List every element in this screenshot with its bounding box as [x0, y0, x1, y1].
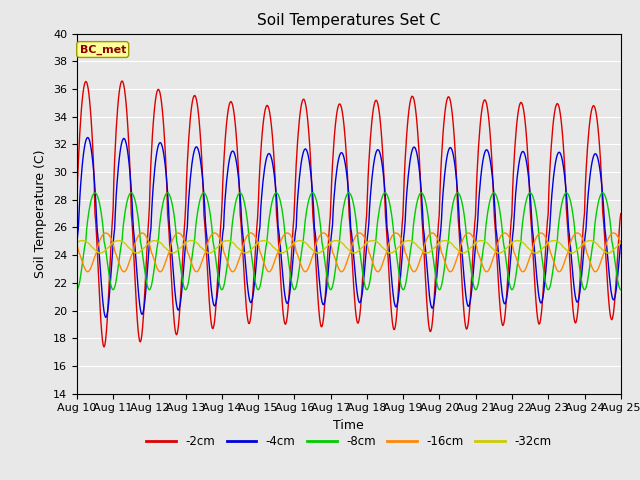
-16cm	[223, 256, 230, 262]
-4cm	[73, 242, 81, 248]
-32cm	[139, 246, 147, 252]
Text: BC_met: BC_met	[79, 44, 126, 55]
-2cm	[73, 211, 81, 216]
-8cm	[416, 192, 424, 197]
-16cm	[417, 256, 424, 262]
Legend: -2cm, -4cm, -8cm, -16cm, -32cm: -2cm, -4cm, -8cm, -16cm, -32cm	[141, 430, 556, 453]
Y-axis label: Soil Temperature (C): Soil Temperature (C)	[35, 149, 47, 278]
Line: -16cm: -16cm	[77, 233, 621, 272]
-32cm	[169, 250, 177, 256]
-32cm	[417, 246, 424, 252]
-32cm	[188, 238, 195, 243]
-8cm	[195, 203, 202, 209]
-2cm	[118, 78, 126, 84]
-16cm	[194, 268, 202, 274]
-4cm	[617, 239, 625, 244]
-8cm	[617, 287, 625, 293]
-32cm	[83, 239, 90, 245]
-16cm	[617, 241, 625, 247]
-32cm	[617, 240, 625, 245]
-2cm	[140, 301, 148, 307]
-32cm	[73, 240, 81, 245]
-32cm	[196, 242, 204, 248]
-16cm	[284, 230, 291, 236]
-32cm	[433, 243, 440, 249]
-2cm	[100, 344, 108, 350]
-8cm	[91, 190, 99, 196]
-4cm	[224, 165, 232, 170]
-4cm	[140, 304, 148, 310]
-4cm	[417, 177, 424, 182]
-2cm	[433, 260, 440, 266]
-4cm	[84, 135, 92, 141]
-8cm	[431, 272, 439, 277]
-16cm	[301, 269, 309, 275]
-16cm	[433, 233, 440, 239]
-4cm	[196, 151, 204, 157]
-8cm	[73, 287, 81, 293]
Line: -4cm: -4cm	[77, 138, 621, 317]
-4cm	[102, 314, 109, 320]
-8cm	[223, 261, 231, 267]
-4cm	[83, 135, 90, 141]
-2cm	[224, 108, 232, 113]
Title: Soil Temperatures Set C: Soil Temperatures Set C	[257, 13, 440, 28]
Line: -2cm: -2cm	[77, 81, 621, 347]
-2cm	[83, 79, 90, 85]
-2cm	[196, 120, 204, 126]
-8cm	[83, 227, 90, 232]
-2cm	[417, 176, 424, 181]
-2cm	[617, 211, 625, 216]
-4cm	[433, 281, 440, 287]
-8cm	[140, 257, 147, 263]
-16cm	[73, 241, 81, 247]
-16cm	[83, 268, 90, 274]
Line: -32cm: -32cm	[77, 240, 621, 253]
-32cm	[224, 238, 232, 243]
-16cm	[139, 230, 147, 236]
Line: -8cm: -8cm	[77, 193, 621, 290]
X-axis label: Time: Time	[333, 419, 364, 432]
